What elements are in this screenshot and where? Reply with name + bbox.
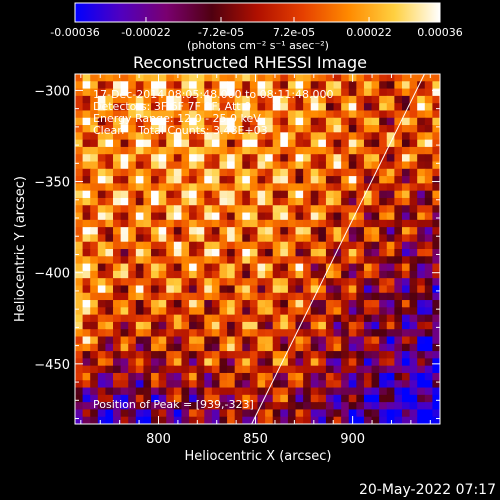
x-axis-label: Heliocentric X (arcsec) [185, 449, 332, 464]
colorbar-units: (photons cm⁻² s⁻¹ asec⁻²) [187, 39, 329, 52]
annotation-energy-range: Energy Range: 12.0 - 25.0 keV [93, 112, 261, 125]
y-tick-label: −400 [34, 267, 70, 282]
solar-limb-line [251, 73, 425, 425]
colorbar: -0.00036 -0.00022 -7.2e-05 7.2e-05 0.00022 0.… [50, 2, 463, 52]
peak-position-label: Position of Peak = [939,-323] [93, 398, 254, 411]
x-tick-label: 900 [340, 432, 365, 447]
chart-title: Reconstructed RHESSI Image [133, 53, 367, 72]
colorbar-tick-label: 0.00036 [417, 26, 463, 39]
x-tick-label: 850 [243, 432, 268, 447]
colorbar-tick-label: 7.2e-05 [273, 26, 315, 39]
annotation-block: 17-Dec-2014 08:05:48.000 to 08:11:48.000… [93, 88, 334, 137]
colorbar-tick-label: -0.00022 [121, 26, 170, 39]
colorbar-tick-label: -7.2e-05 [198, 26, 244, 39]
colorbar-tick-label: -0.00036 [50, 26, 99, 39]
y-axis: −300 −350 −400 −450 [34, 84, 440, 420]
heatmap-image [75, 74, 440, 424]
annotation-clean-counts: Clean Total Counts: 3.48E+03 [93, 124, 268, 137]
x-axis: 800 850 900 [80, 74, 431, 447]
y-tick-label: −300 [34, 84, 70, 99]
colorbar-gradient [74, 2, 441, 23]
timestamp: 20-May-2022 07:17 [359, 482, 496, 498]
annotation-detectors: Detectors: 3F 6F 7F 9F, Att 0 [93, 100, 251, 113]
colorbar-tick-label: 0.00022 [346, 26, 392, 39]
plot-frame [74, 73, 441, 425]
annotation-time-range: 17-Dec-2014 08:05:48.000 to 08:11:48.000 [93, 88, 334, 101]
y-tick-label: −350 [34, 176, 70, 191]
y-tick-label: −450 [34, 358, 70, 373]
x-tick-label: 800 [146, 432, 171, 447]
y-axis-label: Heliocentric Y (arcsec) [13, 176, 28, 322]
